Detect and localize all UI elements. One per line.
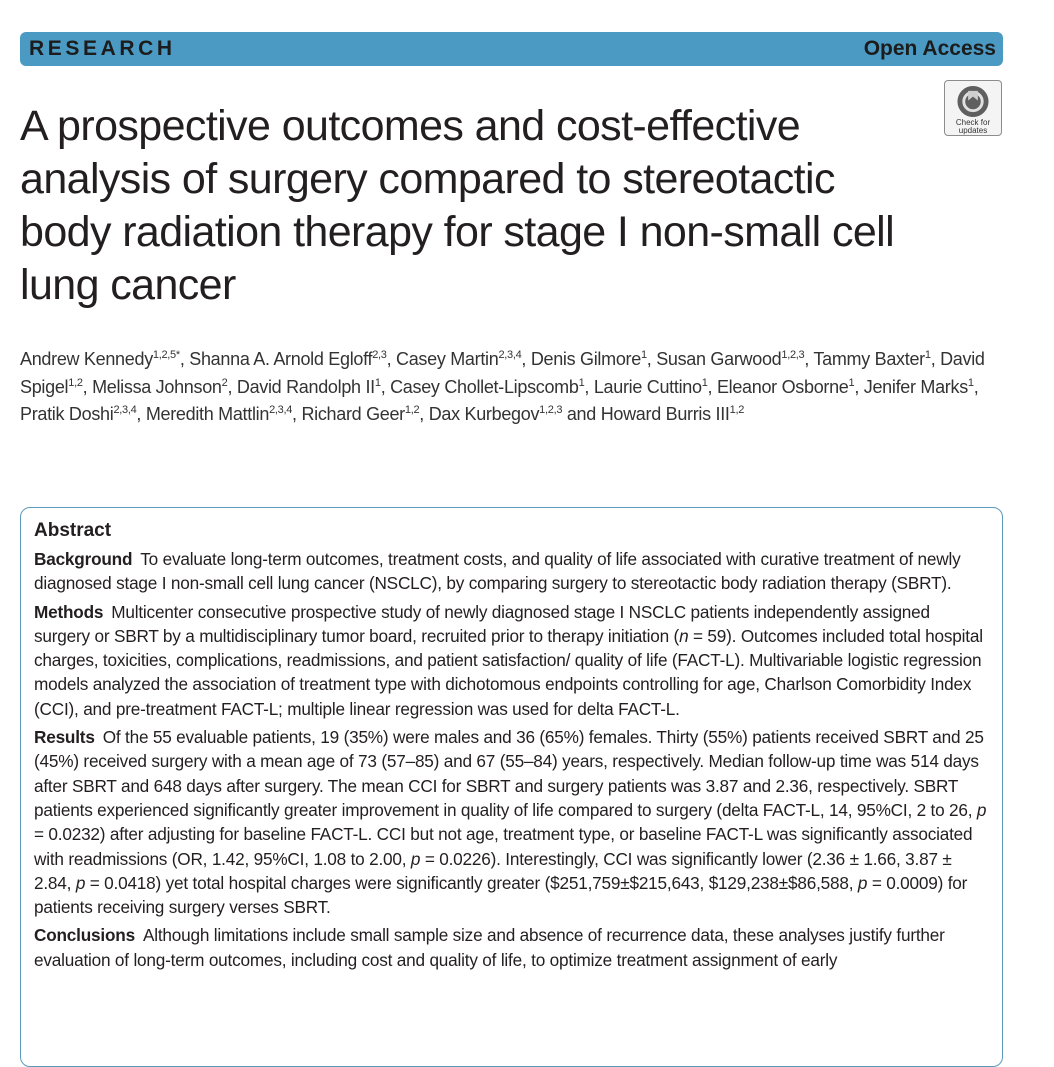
author-affiliation: 1 [578,376,585,389]
results-text-c: = 0.0226). Interestingly, CCI was signif… [34,848,952,893]
author-affiliation: 1,2 [404,404,420,416]
article-type-banner: RESEARCH Open Access [20,32,1003,66]
check-for-updates-line2: updates [958,126,988,135]
author-separator: , [584,376,594,397]
author-affiliation: 1 [924,349,931,361]
author-name[interactable]: Laurie Cuttino [593,376,702,397]
author-separator: and [562,404,601,424]
results-p-symbol-4: p [857,872,868,893]
check-for-updates-badge[interactable]: Check for updates [944,80,1002,136]
author-name[interactable]: Eleanor Osborne [716,376,849,397]
results-text-a: Of the 55 evaluable patients, 19 (35%) w… [34,727,984,820]
results-p-symbol-1: p [976,799,987,820]
author-name[interactable]: Shanna A. Arnold Egloff [189,349,373,369]
author-affiliation: 1 [967,376,974,389]
results-p-symbol-3: p [75,872,86,893]
author-name[interactable]: Pratik Doshi [20,404,114,424]
author-name[interactable]: David Randolph II [236,376,375,397]
author-separator: , [227,376,237,397]
background-heading: Background [34,549,133,569]
abstract-methods: Methods Multicenter consecutive prospecti… [34,600,989,721]
abstract-box: Abstract Background To evaluate long-term… [20,507,1003,1067]
results-text-d: = 0.0418) yet total hospital charges wer… [85,872,858,893]
author-name[interactable]: Melissa Johnson [92,376,222,397]
author-name[interactable]: Casey Chollet-Lipscomb [390,376,579,397]
author-name[interactable]: Tammy Baxter [813,349,925,369]
author-affiliation: 2,3,4 [113,404,137,416]
author-name[interactable]: Dax Kurbegov [428,404,540,424]
author-affiliation: 2,3,4 [498,349,522,361]
author-affiliation: 1,2,5* [152,349,180,361]
author-name[interactable]: Richard Geer [301,404,405,424]
author-affiliation: 2,3,4 [269,404,293,416]
article-title: A prospective outcomes and cost-effectiv… [20,102,895,309]
author-affiliation: 2,3 [372,349,387,361]
author-separator: , [386,349,396,369]
author-separator: , [707,376,717,397]
author-name[interactable]: Susan Garwood [656,349,782,369]
results-heading: Results [34,727,95,748]
results-p-symbol-2: p [410,848,421,869]
abstract-results: Results Of the 55 evaluable patients, 19 … [34,725,989,919]
author-affiliation: 1 [640,349,647,361]
author-separator: , [136,404,146,424]
author-separator: , [82,376,93,397]
author-separator: , [380,376,391,397]
author-list: Andrew Kennedy1,2,5*, Shanna A. Arnold E… [20,346,1020,429]
author-separator: , [179,349,190,369]
author-affiliation: 1 [701,376,708,389]
crossmark-icon [957,85,989,118]
author-separator: , [646,349,657,369]
author-name[interactable]: David Spigel [20,349,985,397]
author-separator: , [854,376,864,397]
author-affiliation: 1,2,3 [781,349,805,361]
author-separator: , [521,349,531,369]
research-label: RESEARCH [29,37,176,60]
author-name[interactable]: Meredith Mattlin [145,404,270,424]
methods-text-a: Multicenter consecutive prospective stud… [34,601,930,646]
conclusions-heading: Conclusions [34,925,135,946]
author-name[interactable]: Howard Burris III [600,404,730,424]
author-name[interactable]: Jenifer Marks [863,376,968,397]
check-for-updates-line1: Check for [955,118,991,127]
author-separator: , [804,349,814,369]
abstract-conclusions: Conclusions Although limitations include … [34,923,989,972]
author-affiliation: 1 [374,376,381,389]
open-access-label[interactable]: Open Access [863,37,996,60]
background-text: To evaluate long-term outcomes, treatmen… [34,549,961,594]
author-affiliation: 1,2 [68,376,83,389]
author-name[interactable]: Casey Martin [396,349,499,369]
author-affiliation: 2 [221,376,228,389]
author-affiliation: 1,2 [729,404,745,416]
author-affiliation: 1,2,3 [539,404,563,416]
author-separator: , [973,376,979,397]
results-text-e: = 0.0009) for patients receiving surgery… [34,872,968,918]
author-name[interactable]: Andrew Kennedy [20,349,153,369]
author-separator: , [292,404,302,424]
conclusions-text: Although limitations include small sampl… [34,925,945,970]
methods-n-symbol: n [679,625,689,646]
abstract-background: Background To evaluate long-term outcomes… [34,547,989,596]
author-name[interactable]: Denis Gilmore [530,349,641,369]
methods-text-b: = 59). Outcomes included total hospital … [34,625,983,719]
author-separator: , [930,349,941,369]
results-text-b: = 0.0232) after adjusting for baseline F… [34,824,973,869]
author-separator: , [419,404,429,424]
author-affiliation: 1 [848,376,855,389]
methods-heading: Methods [34,601,104,622]
abstract-heading: Abstract [34,520,112,541]
